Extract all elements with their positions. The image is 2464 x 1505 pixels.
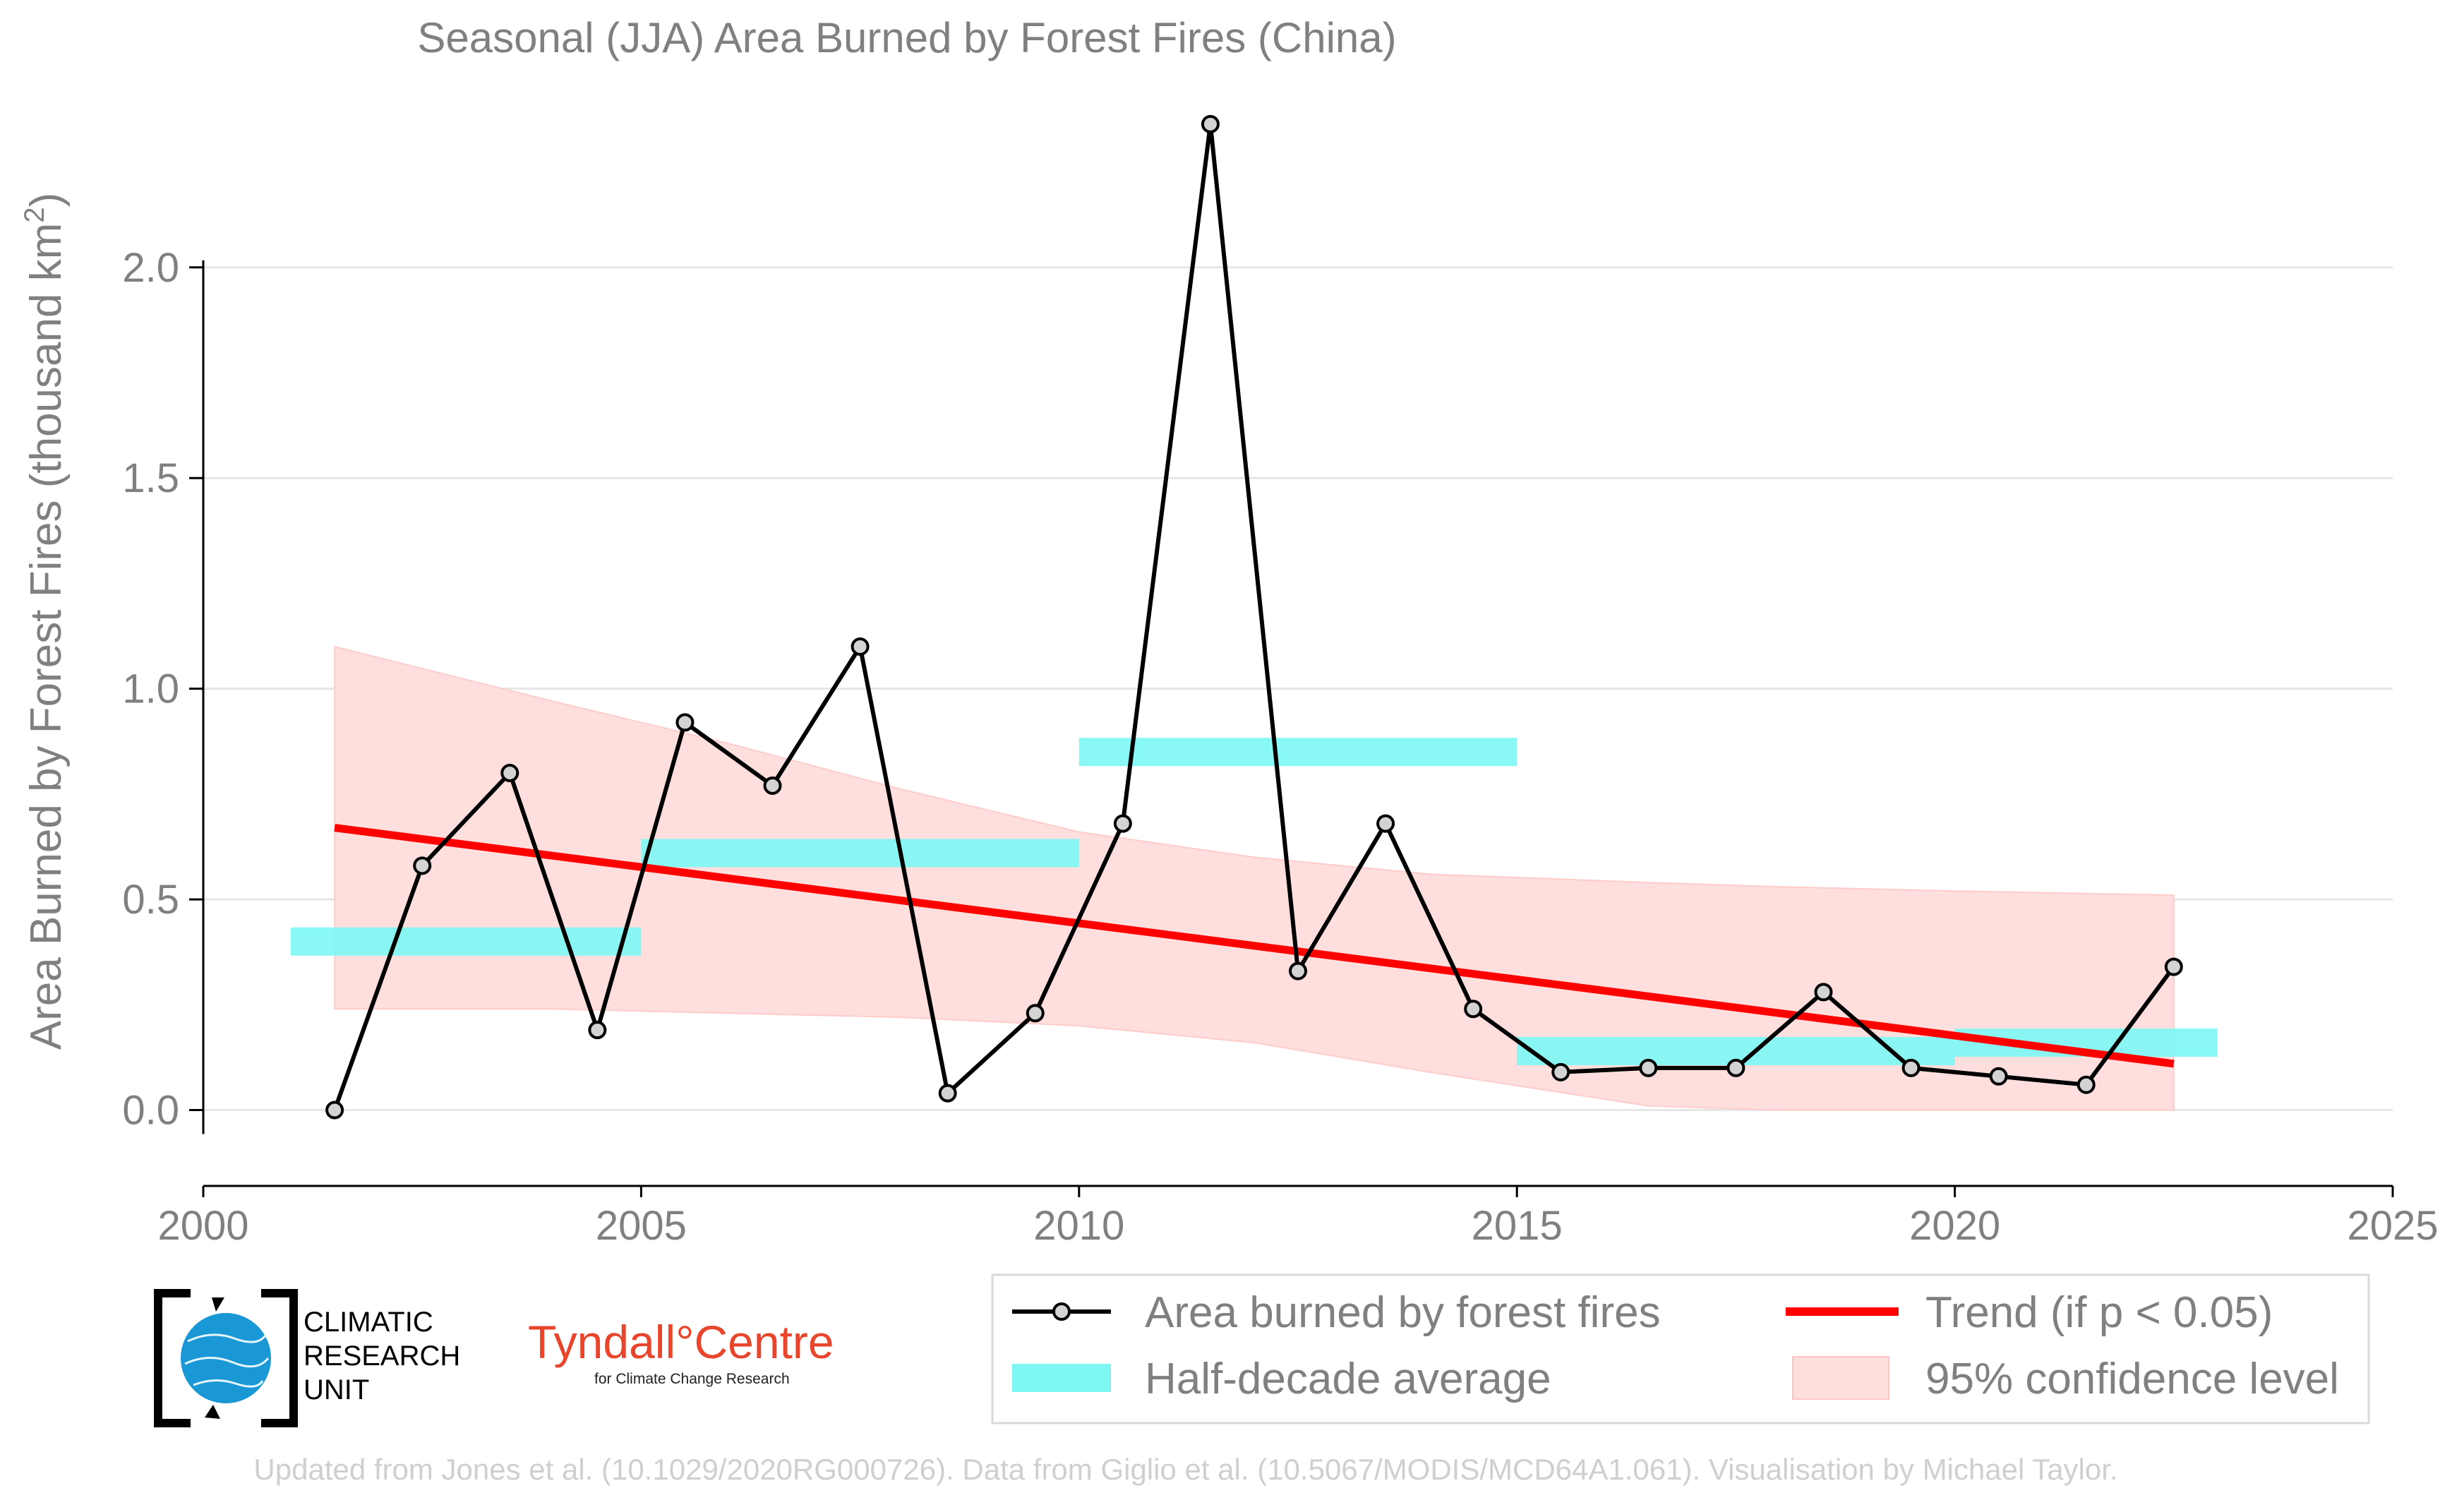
tyndall-name: Tyndall°Centre	[528, 1316, 834, 1368]
y-tick-label-1: 0.5	[122, 877, 179, 923]
cru-logo: CLIMATIC RESEARCH UNIT	[154, 1289, 460, 1427]
series-line-0	[332, 121, 2176, 1111]
data-point-9	[1113, 814, 1132, 833]
y-axis-label: Area Burned by Forest Fires (thousand km…	[19, 193, 71, 1050]
half-decade-bar-2	[1078, 738, 1518, 767]
x-tick-label-0: 2000	[157, 1203, 248, 1249]
tyndall-logo: Tyndall°Centre for Climate Change Resear…	[528, 1316, 834, 1387]
globe-icon	[181, 1313, 271, 1403]
data-point-5	[763, 776, 782, 795]
x-tick-labels: 2000 2005 2010 2015 2020 2025	[157, 1186, 2439, 1249]
legend-swatch-confidence	[1792, 1356, 1889, 1400]
legend-label-confidence: 95% confidence level	[1925, 1355, 2339, 1403]
cru-bracket-notch-bottom	[205, 1405, 220, 1419]
y-tick-label-4: 2.0	[122, 245, 179, 291]
data-point-13	[1464, 1000, 1483, 1019]
data-point-6	[851, 637, 870, 656]
confidence-band	[334, 645, 2175, 1111]
half-decade-bar-1	[641, 839, 1079, 868]
x-tick-label-5: 2025	[2347, 1203, 2438, 1249]
y-tick-label-2: 1.0	[122, 666, 179, 712]
cru-bracket-notch-top	[212, 1297, 224, 1312]
area-burned-series	[325, 114, 2183, 1120]
data-point-0	[325, 1101, 344, 1120]
x-tick-label-3: 2015	[1472, 1203, 1563, 1249]
legend-label-trend: Trend (if p < 0.05)	[1925, 1288, 2273, 1337]
data-point-7	[938, 1084, 957, 1103]
legend-box	[991, 1273, 2370, 1425]
legend-label-series: Area burned by forest fires	[1145, 1288, 1661, 1337]
data-point-16	[1726, 1058, 1745, 1077]
credit-text: Updated from Jones et al. (10.1029/2020R…	[253, 1453, 2117, 1486]
tyndall-subtitle: for Climate Change Research	[594, 1371, 790, 1387]
data-point-8	[1026, 1004, 1045, 1023]
legend: Area burned by forest fires Trend (if p …	[991, 1273, 2370, 1425]
legend-swatch-series-marker	[1052, 1302, 1071, 1321]
cru-bracket-left	[154, 1289, 191, 1427]
y-tick-label-0: 0.0	[122, 1088, 179, 1134]
globe-contour-2	[184, 1356, 270, 1368]
data-point-10	[1201, 114, 1220, 133]
data-point-18	[1901, 1058, 1921, 1077]
half-decade-average-bars	[291, 738, 2218, 1065]
confidence-band-area	[334, 645, 2175, 1111]
globe-contour-1	[187, 1333, 267, 1343]
chart-title: Seasonal (JJA) Area Burned by Forest Fir…	[417, 14, 1396, 61]
y-axis-label-main: Area Burned by Forest Fires (thousand km	[22, 223, 71, 1050]
globe-contour-3	[193, 1379, 264, 1388]
legend-swatch-half-decade	[1012, 1364, 1111, 1392]
data-point-15	[1639, 1058, 1658, 1077]
data-point-11	[1289, 961, 1307, 981]
cru-bracket-right	[261, 1289, 298, 1427]
cru-text-line-3: UNIT	[304, 1374, 369, 1405]
data-point-2	[500, 764, 519, 783]
cru-text-line-1: CLIMATIC	[304, 1307, 433, 1338]
data-point-20	[2077, 1075, 2096, 1094]
axes	[202, 260, 2393, 1187]
data-point-21	[2164, 957, 2183, 976]
trend-line	[334, 824, 2175, 1068]
y-axis-label-suffix: )	[22, 193, 71, 208]
data-point-17	[1814, 983, 1833, 1002]
y-tick-labels: 0.0 0.5 1.0 1.5 2.0	[122, 245, 203, 1134]
cru-text-line-2: RESEARCH	[304, 1341, 460, 1372]
y-tick-label-3: 1.5	[122, 455, 179, 501]
legend-label-half-decade: Half-decade average	[1145, 1355, 1551, 1403]
data-point-19	[1989, 1067, 2008, 1086]
data-point-12	[1376, 814, 1395, 833]
data-point-3	[588, 1021, 607, 1040]
data-point-14	[1551, 1062, 1570, 1081]
x-tick-label-4: 2020	[1909, 1203, 2000, 1249]
data-point-4	[675, 713, 695, 732]
trend-line-segment	[334, 824, 2175, 1068]
half-decade-bar-0	[291, 927, 642, 956]
data-point-1	[413, 856, 432, 875]
y-axis-label-superscript: 2	[19, 207, 50, 222]
x-tick-label-2: 2010	[1033, 1203, 1124, 1249]
x-tick-label-1: 2005	[596, 1203, 687, 1249]
